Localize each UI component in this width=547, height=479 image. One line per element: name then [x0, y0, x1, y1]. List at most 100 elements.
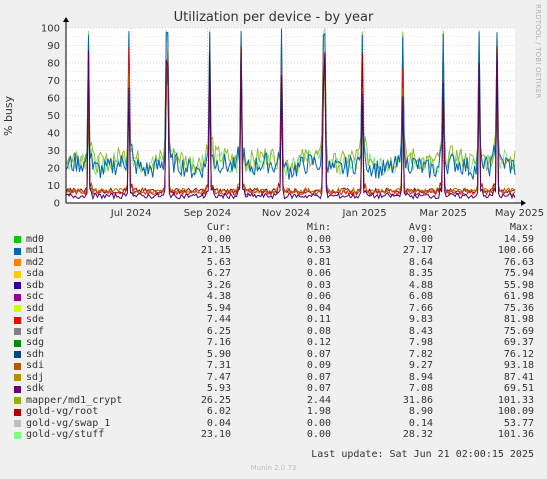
legend-name: md2	[26, 256, 45, 268]
legend-swatch	[14, 374, 21, 381]
legend-min: 0.12	[306, 337, 331, 348]
legend-row: sdb 3.26 0.03 4.88 55.98	[0, 280, 547, 292]
legend-swatch	[14, 362, 21, 370]
legend-row: sdc 4.38 0.06 6.08 61.98	[0, 291, 547, 303]
plot-area	[66, 28, 515, 203]
legend-header-avg: Avg:	[408, 222, 433, 233]
legend-swatch	[14, 385, 21, 393]
legend-swatch	[14, 259, 21, 266]
y-tick-label: 60	[47, 94, 60, 105]
legend-max: 100.66	[497, 245, 534, 256]
legend-avg: 7.08	[408, 383, 433, 394]
legend-min: 0.03	[306, 279, 331, 291]
legend-avg: 28.32	[402, 429, 433, 440]
legend-max: 76.12	[503, 348, 534, 360]
last-update: Last update: Sat Jun 21 02:00:15 2025	[311, 449, 534, 460]
legend-row: sda 6.27 0.06 8.35 75.94	[0, 268, 547, 280]
legend-cur: 6.02	[206, 406, 231, 417]
legend-avg: 31.86	[402, 394, 433, 406]
legend-max: 55.98	[503, 279, 534, 291]
x-tick-label: Nov 2024	[262, 208, 310, 219]
legend-row: gold-vg/stuff 23.10 0.00 28.32 101.36	[0, 429, 547, 441]
legend-cur: 3.26	[206, 279, 231, 291]
legend-avg: 27.17	[402, 245, 433, 256]
legend-header: Cur: Min: Avg: Max:	[0, 222, 547, 234]
legend-cur: 7.16	[206, 337, 231, 348]
series-line	[66, 50, 516, 201]
legend-min: 0.00	[306, 233, 331, 245]
legend-row: md0 0.00 0.00 0.00 14.59	[0, 234, 547, 246]
legend-min: 0.04	[306, 302, 331, 314]
legend-min: 0.07	[306, 348, 331, 360]
legend-cur: 4.38	[206, 291, 231, 302]
legend-min: 0.11	[306, 314, 331, 325]
legend-cur: 7.44	[206, 314, 231, 325]
y-tick-label: 0	[54, 199, 60, 210]
legend-cur: 5.63	[206, 256, 231, 268]
x-tick-label: Jul 2024	[110, 208, 152, 219]
legend-row: sdk 5.93 0.07 7.08 69.51	[0, 383, 547, 395]
legend-max: 75.69	[503, 325, 534, 337]
y-tick-label: 100	[41, 24, 60, 35]
legend-swatch	[14, 316, 21, 324]
legend-cur: 0.04	[206, 417, 231, 429]
legend-min: 0.00	[306, 429, 331, 440]
legend-swatch	[14, 351, 21, 358]
legend-name: sdk	[26, 383, 45, 394]
legend-avg: 0.14	[408, 417, 433, 429]
y-axis-arrow-icon	[63, 17, 69, 22]
legend-cur: 23.10	[200, 429, 231, 440]
legend-min: 0.09	[306, 360, 331, 371]
series-line	[65, 28, 516, 180]
rrdtool-credit: RRDTOOL / TOBI OETIKER	[534, 4, 542, 99]
x-tick-label: Mar 2025	[419, 208, 467, 219]
legend-cur: 26.25	[200, 394, 231, 406]
legend-row: gold-vg/swap_1 0.04 0.00 0.14 53.77	[0, 418, 547, 430]
legend-name: sdg	[26, 337, 45, 348]
x-tick-label: Sep 2024	[184, 208, 231, 219]
legend-row: gold-vg/root 6.02 1.98 8.90 100.09	[0, 406, 547, 418]
legend-swatch	[14, 420, 21, 427]
legend-avg: 8.35	[408, 268, 433, 279]
legend-header-max: Max:	[509, 222, 534, 233]
x-axis-arrow-icon	[521, 200, 526, 206]
legend-min: 0.00	[306, 417, 331, 429]
legend-name: mapper/md1_crypt	[26, 394, 123, 406]
legend-avg: 8.43	[408, 325, 433, 337]
y-tick-label: 40	[47, 129, 60, 140]
legend-name: md1	[26, 245, 45, 256]
legend-cur: 0.00	[206, 233, 231, 245]
legend-row: sdh 5.90 0.07 7.82 76.12	[0, 349, 547, 361]
legend-name: sdb	[26, 279, 45, 291]
legend-name: sda	[26, 268, 45, 279]
legend-max: 14.59	[503, 233, 534, 245]
legend-avg: 4.88	[408, 279, 433, 291]
legend-name: sdd	[26, 302, 45, 314]
legend-avg: 6.08	[408, 291, 433, 302]
y-tick-label: 30	[47, 146, 60, 157]
legend-name: sdh	[26, 348, 45, 360]
legend-cur: 5.90	[206, 348, 231, 360]
legend-swatch	[14, 270, 21, 278]
legend-min: 2.44	[306, 394, 331, 406]
legend-name: gold-vg/stuff	[26, 429, 105, 440]
legend-row: mapper/md1_crypt 26.25 2.44 31.86 101.33	[0, 395, 547, 407]
legend-min: 0.07	[306, 383, 331, 394]
legend-row: sdg 7.16 0.12 7.98 69.37	[0, 337, 547, 349]
legend-cur: 5.93	[206, 383, 231, 394]
legend-swatch	[14, 328, 21, 335]
legend-max: 53.77	[503, 417, 534, 429]
legend-avg: 9.27	[408, 360, 433, 371]
legend-avg: 7.98	[408, 337, 433, 348]
legend-name: gold-vg/root	[26, 406, 99, 417]
legend-avg: 7.66	[408, 302, 433, 314]
legend-cur: 6.25	[206, 325, 231, 337]
legend-avg: 0.00	[408, 233, 433, 245]
legend-name: sde	[26, 314, 45, 325]
legend-min: 0.06	[306, 268, 331, 279]
y-tick-label: 20	[47, 164, 60, 175]
utilization-chart: 0 10 20 30 40 50 60 70 80 90 100 Jul 2024 Sep 2024 No…	[41, 17, 544, 219]
legend-row: md2 5.63 0.81 8.64 76.63	[0, 257, 547, 269]
legend-max: 93.18	[503, 360, 534, 371]
legend-row: md1 21.15 0.53 27.17 100.66	[0, 245, 547, 257]
